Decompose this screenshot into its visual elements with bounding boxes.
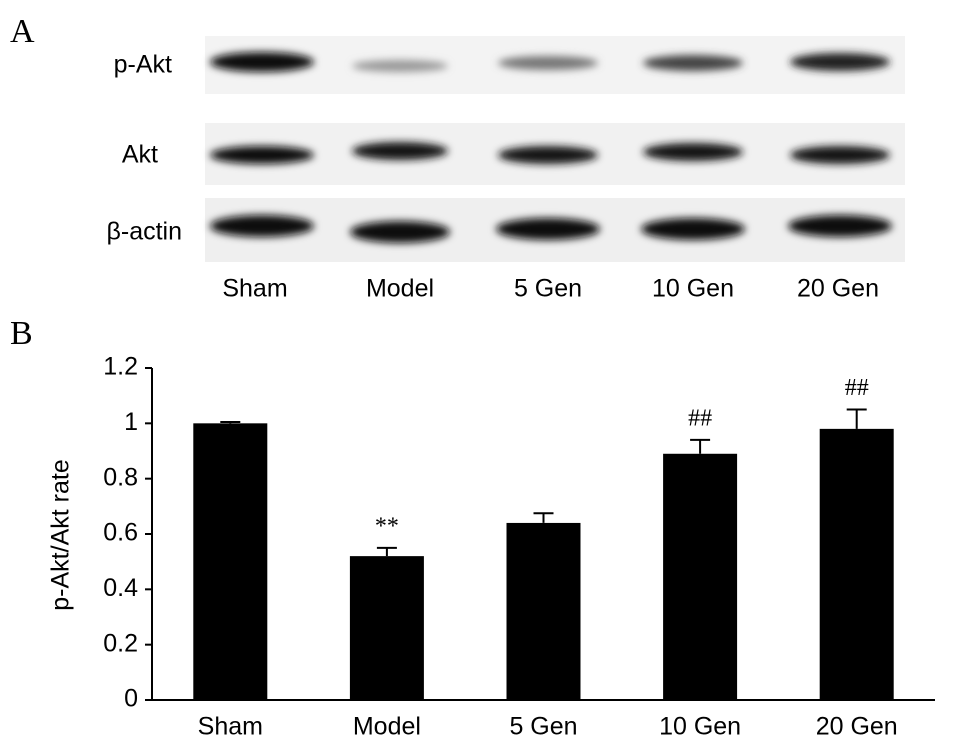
error-bar bbox=[376, 546, 397, 557]
bar bbox=[349, 556, 424, 700]
error-bar bbox=[220, 420, 241, 424]
blot-lane-label: 10 Gen bbox=[652, 275, 734, 303]
panel-label: A bbox=[10, 13, 35, 50]
y-tick-label: 0.8 bbox=[103, 463, 138, 491]
blot-lane-label: 5 Gen bbox=[514, 275, 582, 303]
bar bbox=[506, 522, 581, 700]
blot-row-label: β-actin bbox=[106, 218, 182, 246]
y-tick-label: 1.2 bbox=[103, 353, 138, 381]
y-tick-label: 0.6 bbox=[103, 519, 138, 547]
panel-label: B bbox=[10, 315, 33, 352]
y-tick-label: 0.2 bbox=[103, 629, 138, 657]
y-tick-label: 0.4 bbox=[103, 574, 138, 602]
x-tick-label: 20 Gen bbox=[816, 713, 898, 741]
significance-label: ** bbox=[375, 513, 399, 539]
x-tick-label: 5 Gen bbox=[509, 713, 577, 741]
error-bar bbox=[533, 512, 554, 523]
bar bbox=[819, 428, 894, 700]
significance-label: ## bbox=[688, 405, 712, 431]
bar bbox=[193, 423, 268, 700]
y-axis-label: p-Akt/Akt rate bbox=[47, 459, 75, 610]
x-tick-label: Model bbox=[353, 713, 421, 741]
blot-lane-label: Sham bbox=[222, 275, 287, 303]
blot-row-label: Akt bbox=[122, 141, 158, 169]
blot-lane-label: Model bbox=[366, 275, 434, 303]
significance-label: ## bbox=[845, 375, 869, 401]
bar bbox=[663, 453, 738, 700]
y-tick-label: 0 bbox=[124, 685, 138, 713]
y-tick-label: 1 bbox=[124, 408, 138, 436]
error-bar bbox=[690, 438, 711, 454]
x-tick-label: Sham bbox=[198, 713, 263, 741]
error-bar bbox=[846, 408, 867, 429]
blot-strips bbox=[205, 36, 905, 262]
blot-lane-label: 20 Gen bbox=[797, 275, 879, 303]
x-tick-label: 10 Gen bbox=[659, 713, 741, 741]
blot-row-label: p-Akt bbox=[114, 51, 172, 79]
